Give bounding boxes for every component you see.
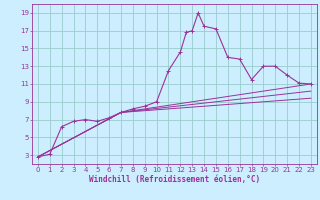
X-axis label: Windchill (Refroidissement éolien,°C): Windchill (Refroidissement éolien,°C) xyxy=(89,175,260,184)
